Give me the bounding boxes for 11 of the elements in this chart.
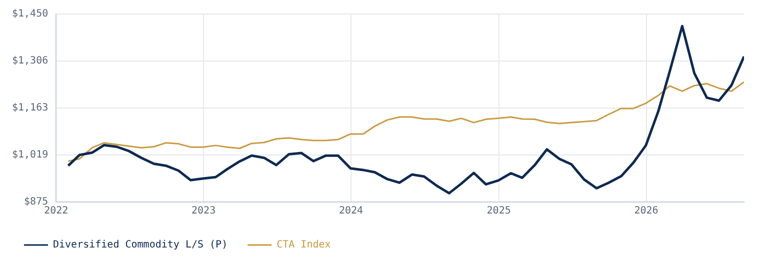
x-tick-label: 2022	[44, 206, 68, 217]
x-tick-label: 2024	[338, 206, 364, 217]
x-tick-label: 2026	[634, 206, 658, 217]
legend-label: Diversified Commodity L/S (P)	[53, 240, 228, 251]
x-tick-label: 2023	[192, 206, 216, 217]
y-tick-label: $1,019	[12, 150, 48, 161]
x-tick-label: 2025	[486, 206, 511, 217]
y-tick-label: $1,306	[12, 56, 48, 67]
y-tick-label: $1,163	[12, 102, 48, 114]
legend-label: CTA Index	[276, 240, 331, 251]
y-tick-label: $1,450	[12, 8, 48, 20]
